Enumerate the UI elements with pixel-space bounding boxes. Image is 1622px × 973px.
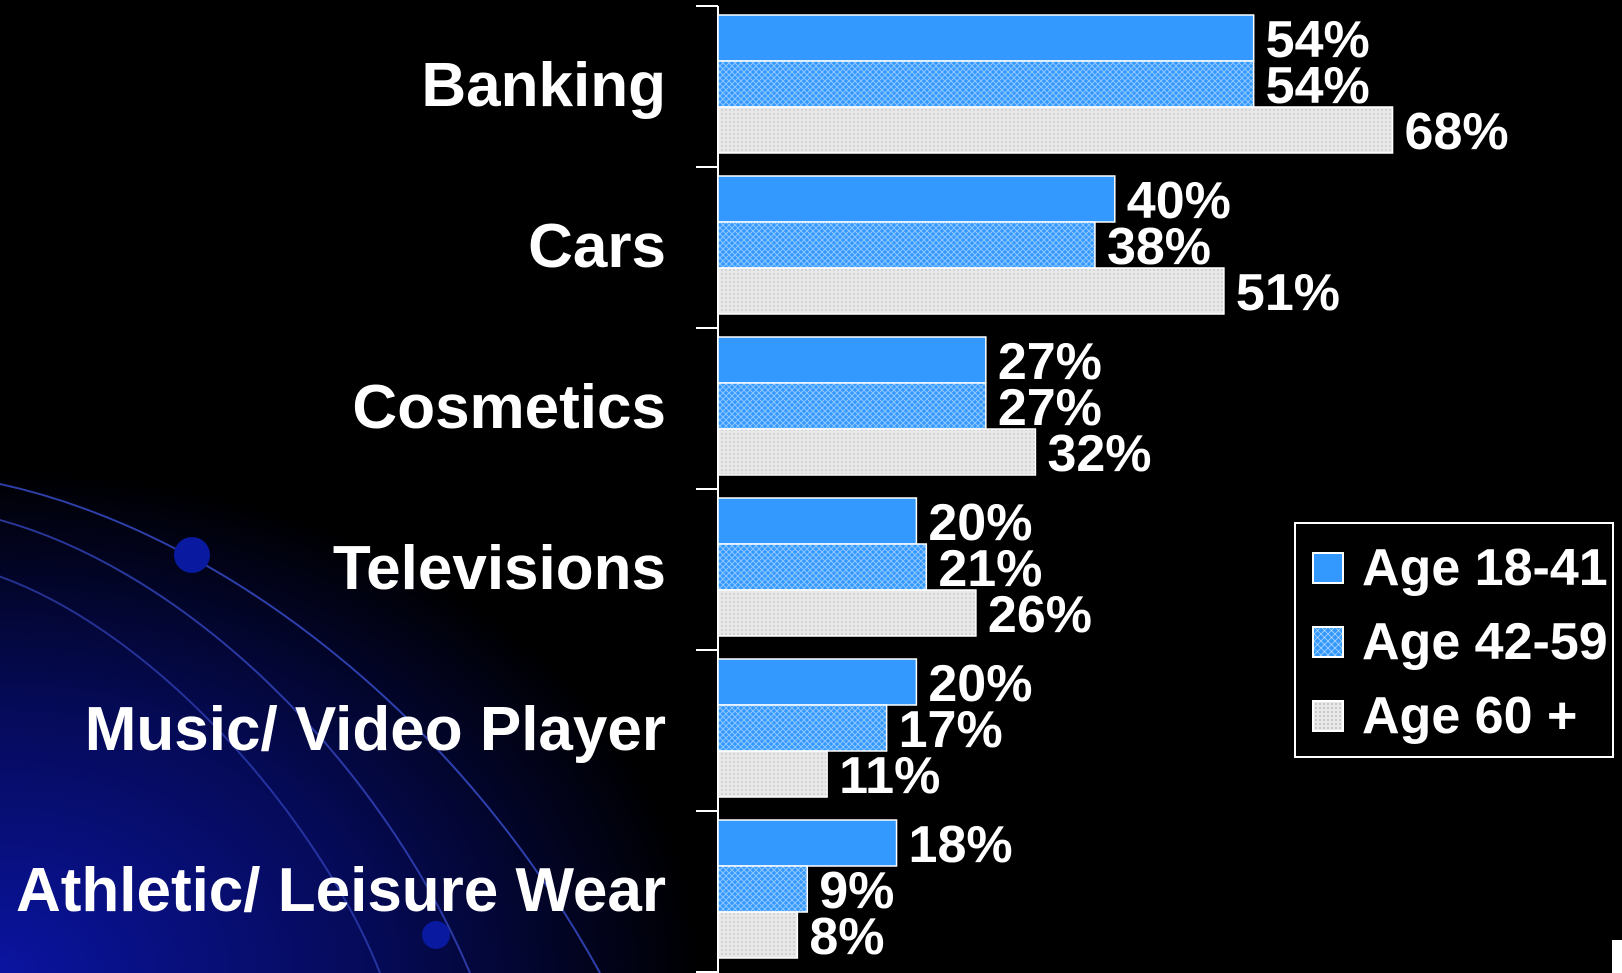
data-label: 20%	[928, 494, 1032, 552]
category-label: Televisions	[333, 534, 666, 603]
data-label: 26%	[988, 586, 1092, 644]
bar	[717, 267, 1225, 315]
data-label: 54%	[1266, 11, 1370, 69]
data-label: 21%	[938, 540, 1042, 598]
bar	[717, 14, 1255, 62]
legend-item-age-42-59: Age 42-59	[1312, 612, 1608, 672]
legend-swatch	[1312, 552, 1344, 584]
bar	[717, 221, 1096, 269]
data-label: 9%	[819, 862, 894, 920]
legend-label: Age 60 +	[1362, 687, 1578, 745]
category-label: Cosmetics	[352, 373, 666, 442]
category-label: Athletic/ Leisure Wear	[16, 856, 666, 925]
bars	[717, 14, 1394, 959]
corner-mark	[1612, 940, 1622, 973]
legend-swatch	[1312, 700, 1344, 732]
legend-item-age-18-41: Age 18-41	[1312, 538, 1608, 598]
data-label: 8%	[809, 908, 884, 966]
data-label: 32%	[1047, 425, 1151, 483]
category-label: Cars	[528, 212, 666, 281]
data-label: 20%	[928, 655, 1032, 713]
bar	[717, 865, 809, 913]
bar	[717, 819, 898, 867]
bar	[717, 704, 888, 752]
legend-swatch	[1312, 626, 1344, 658]
y-axis	[696, 5, 719, 973]
legend: Age 18-41 Age 42-59 Age 60 +	[1294, 522, 1614, 758]
data-label: 11%	[839, 747, 940, 805]
bar	[717, 911, 799, 959]
data-label: 18%	[909, 816, 1013, 874]
category-label: Music/ Video Player	[85, 695, 666, 764]
bar	[717, 428, 1037, 476]
bar	[717, 658, 918, 706]
bar	[717, 543, 928, 591]
bar	[717, 750, 828, 798]
data-label: 40%	[1127, 172, 1231, 230]
bar	[717, 336, 987, 384]
bar	[717, 497, 918, 545]
data-label: 27%	[998, 333, 1102, 391]
data-labels: 54%54%68%40%38%51%27%27%32%20%21%26%20%1…	[809, 11, 1508, 966]
legend-item-age-60-plus: Age 60 +	[1312, 686, 1577, 746]
data-label: 17%	[899, 701, 1003, 759]
bar	[717, 382, 987, 430]
bar	[717, 60, 1255, 108]
data-label: 27%	[998, 379, 1102, 437]
data-label: 54%	[1266, 57, 1370, 115]
bar	[717, 589, 977, 637]
category-labels: Banking Cars Cosmetics Televisions Music/ Vi…	[16, 51, 666, 925]
category-label: Banking	[421, 51, 666, 120]
legend-label: Age 18-41	[1362, 539, 1608, 597]
data-label: 51%	[1236, 264, 1340, 322]
bar	[717, 106, 1394, 154]
legend-label: Age 42-59	[1362, 613, 1608, 671]
data-label: 68%	[1405, 103, 1509, 161]
bar	[717, 175, 1116, 223]
data-label: 38%	[1107, 218, 1211, 276]
